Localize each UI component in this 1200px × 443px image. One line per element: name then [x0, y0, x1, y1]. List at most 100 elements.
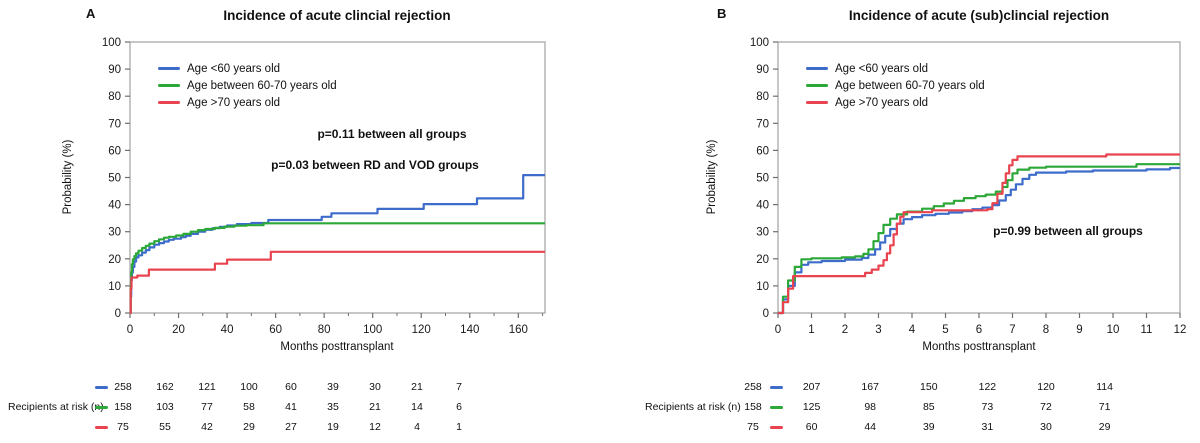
- legend-item-age-under-60: Age <60 years old: [158, 60, 337, 77]
- risk-row-line-icon: [95, 386, 108, 389]
- y-axis-title-b: Probability (%): [706, 139, 718, 215]
- risk-count: 6: [456, 401, 462, 413]
- risk-row-line-icon: [770, 426, 783, 429]
- svg-text:100: 100: [750, 37, 769, 49]
- svg-text:70: 70: [108, 118, 121, 130]
- risk-count: 73: [981, 401, 994, 413]
- risk-row-line-icon: [95, 406, 108, 409]
- annotation-p-rd-vod-a: p=0.03 between RD and VOD groups: [271, 158, 479, 172]
- svg-text:60: 60: [756, 145, 769, 157]
- svg-text:50: 50: [108, 173, 121, 185]
- risk-table-label-a: Recipients at risk (n): [8, 401, 104, 413]
- risk-count: 103: [156, 401, 174, 413]
- svg-text:0: 0: [763, 308, 769, 320]
- legend-label: Age >70 years old: [187, 96, 281, 109]
- svg-text:2: 2: [842, 324, 848, 336]
- svg-text:0: 0: [115, 308, 121, 320]
- x-axis-title-a: Months posttransplant: [280, 341, 394, 353]
- svg-text:30: 30: [108, 227, 121, 239]
- risk-count: 19: [327, 421, 339, 433]
- risk-count: 162: [156, 381, 174, 393]
- risk-count: 120: [1037, 381, 1055, 393]
- svg-text:40: 40: [108, 200, 121, 212]
- risk-count: 98: [864, 401, 877, 413]
- risk-count: 167: [861, 381, 879, 393]
- annotation-p-all-groups-a: p=0.11 between all groups: [317, 127, 467, 141]
- risk-count: 14: [411, 401, 423, 413]
- risk-count: 30: [369, 381, 381, 393]
- legend-item-age-under-60: Age <60 years old: [806, 60, 985, 77]
- svg-text:30: 30: [756, 227, 769, 239]
- svg-text:100: 100: [363, 324, 382, 336]
- svg-text:120: 120: [412, 324, 431, 336]
- svg-text:10: 10: [1107, 324, 1120, 336]
- risk-count: 60: [285, 381, 297, 393]
- risk-count: 39: [922, 421, 935, 433]
- risk-count: 122: [978, 381, 997, 393]
- risk-count: 75: [747, 421, 759, 433]
- svg-text:20: 20: [172, 324, 185, 336]
- svg-text:12: 12: [1174, 324, 1187, 336]
- svg-text:80: 80: [756, 91, 769, 103]
- risk-count: 158: [744, 401, 762, 413]
- svg-text:60: 60: [108, 145, 121, 157]
- legend-a: Age <60 years old Age between 60-70 year…: [158, 60, 337, 111]
- risk-count: 30: [1040, 421, 1052, 433]
- risk-count: 207: [802, 381, 821, 393]
- svg-text:40: 40: [221, 324, 234, 336]
- risk-count: 44: [864, 421, 877, 433]
- risk-row-line-icon: [770, 406, 783, 409]
- svg-text:4: 4: [909, 324, 916, 336]
- svg-text:1: 1: [808, 324, 814, 336]
- svg-text:0: 0: [775, 324, 781, 336]
- svg-text:9: 9: [1076, 324, 1082, 336]
- legend-label: Age <60 years old: [835, 62, 929, 75]
- chart-title-b: Incidence of acute (sub)clincial rejecti…: [848, 8, 1110, 23]
- risk-count: 75: [117, 421, 129, 433]
- risk-count: 85: [922, 401, 935, 413]
- svg-text:100: 100: [102, 37, 121, 49]
- risk-count: 72: [1040, 401, 1052, 413]
- legend-item-age-60-70: Age between 60-70 years old: [806, 77, 985, 94]
- annotation-p-all-groups-b: p=0.99 between all groups: [993, 224, 1143, 238]
- risk-count: 21: [411, 381, 423, 393]
- svg-text:40: 40: [756, 200, 769, 212]
- legend-label: Age <60 years old: [187, 62, 281, 75]
- svg-text:5: 5: [942, 324, 948, 336]
- risk-count: 31: [981, 421, 994, 433]
- risk-count: 39: [327, 381, 339, 393]
- risk-count: 1: [456, 421, 462, 433]
- risk-count: 58: [243, 401, 255, 413]
- legend-item-age-over-70: Age >70 years old: [158, 94, 337, 111]
- y-axis-title-a: Probability (%): [62, 139, 74, 215]
- risk-count: 21: [369, 401, 381, 413]
- risk-table-label-b: Recipients at risk (n): [645, 401, 741, 413]
- svg-text:20: 20: [756, 254, 769, 266]
- risk-count: 29: [243, 421, 255, 433]
- svg-text:7: 7: [1009, 324, 1015, 336]
- panel-letter-b: B: [717, 6, 727, 21]
- risk-count: 42: [201, 421, 213, 433]
- plot-area-a: 0 10 20 30 40 50 60 70 80 90 100 0 20 40 60 80 100 120 140…: [102, 37, 546, 336]
- svg-text:10: 10: [756, 281, 769, 293]
- legend-line-blue-icon: [806, 67, 828, 70]
- risk-count: 27: [285, 421, 297, 433]
- svg-text:8: 8: [1043, 324, 1049, 336]
- svg-text:60: 60: [269, 324, 282, 336]
- chart-title-a: Incidence of acute clincial rejection: [223, 8, 451, 23]
- risk-row-line-icon: [95, 426, 108, 429]
- risk-count: 150: [920, 381, 938, 393]
- risk-count: 77: [201, 401, 213, 413]
- legend-label: Age >70 years old: [835, 96, 929, 109]
- x-axis-title-b: Months posttransplant: [922, 341, 1036, 353]
- legend-b: Age <60 years old Age between 60-70 year…: [806, 60, 985, 111]
- legend-item-age-over-70: Age >70 years old: [806, 94, 985, 111]
- svg-text:80: 80: [108, 91, 121, 103]
- legend-line-red-icon: [158, 101, 180, 104]
- risk-row-line-icon: [770, 386, 783, 389]
- svg-text:140: 140: [460, 324, 479, 336]
- svg-text:11: 11: [1141, 324, 1153, 336]
- legend-label: Age between 60-70 years old: [187, 79, 337, 92]
- svg-text:80: 80: [318, 324, 331, 336]
